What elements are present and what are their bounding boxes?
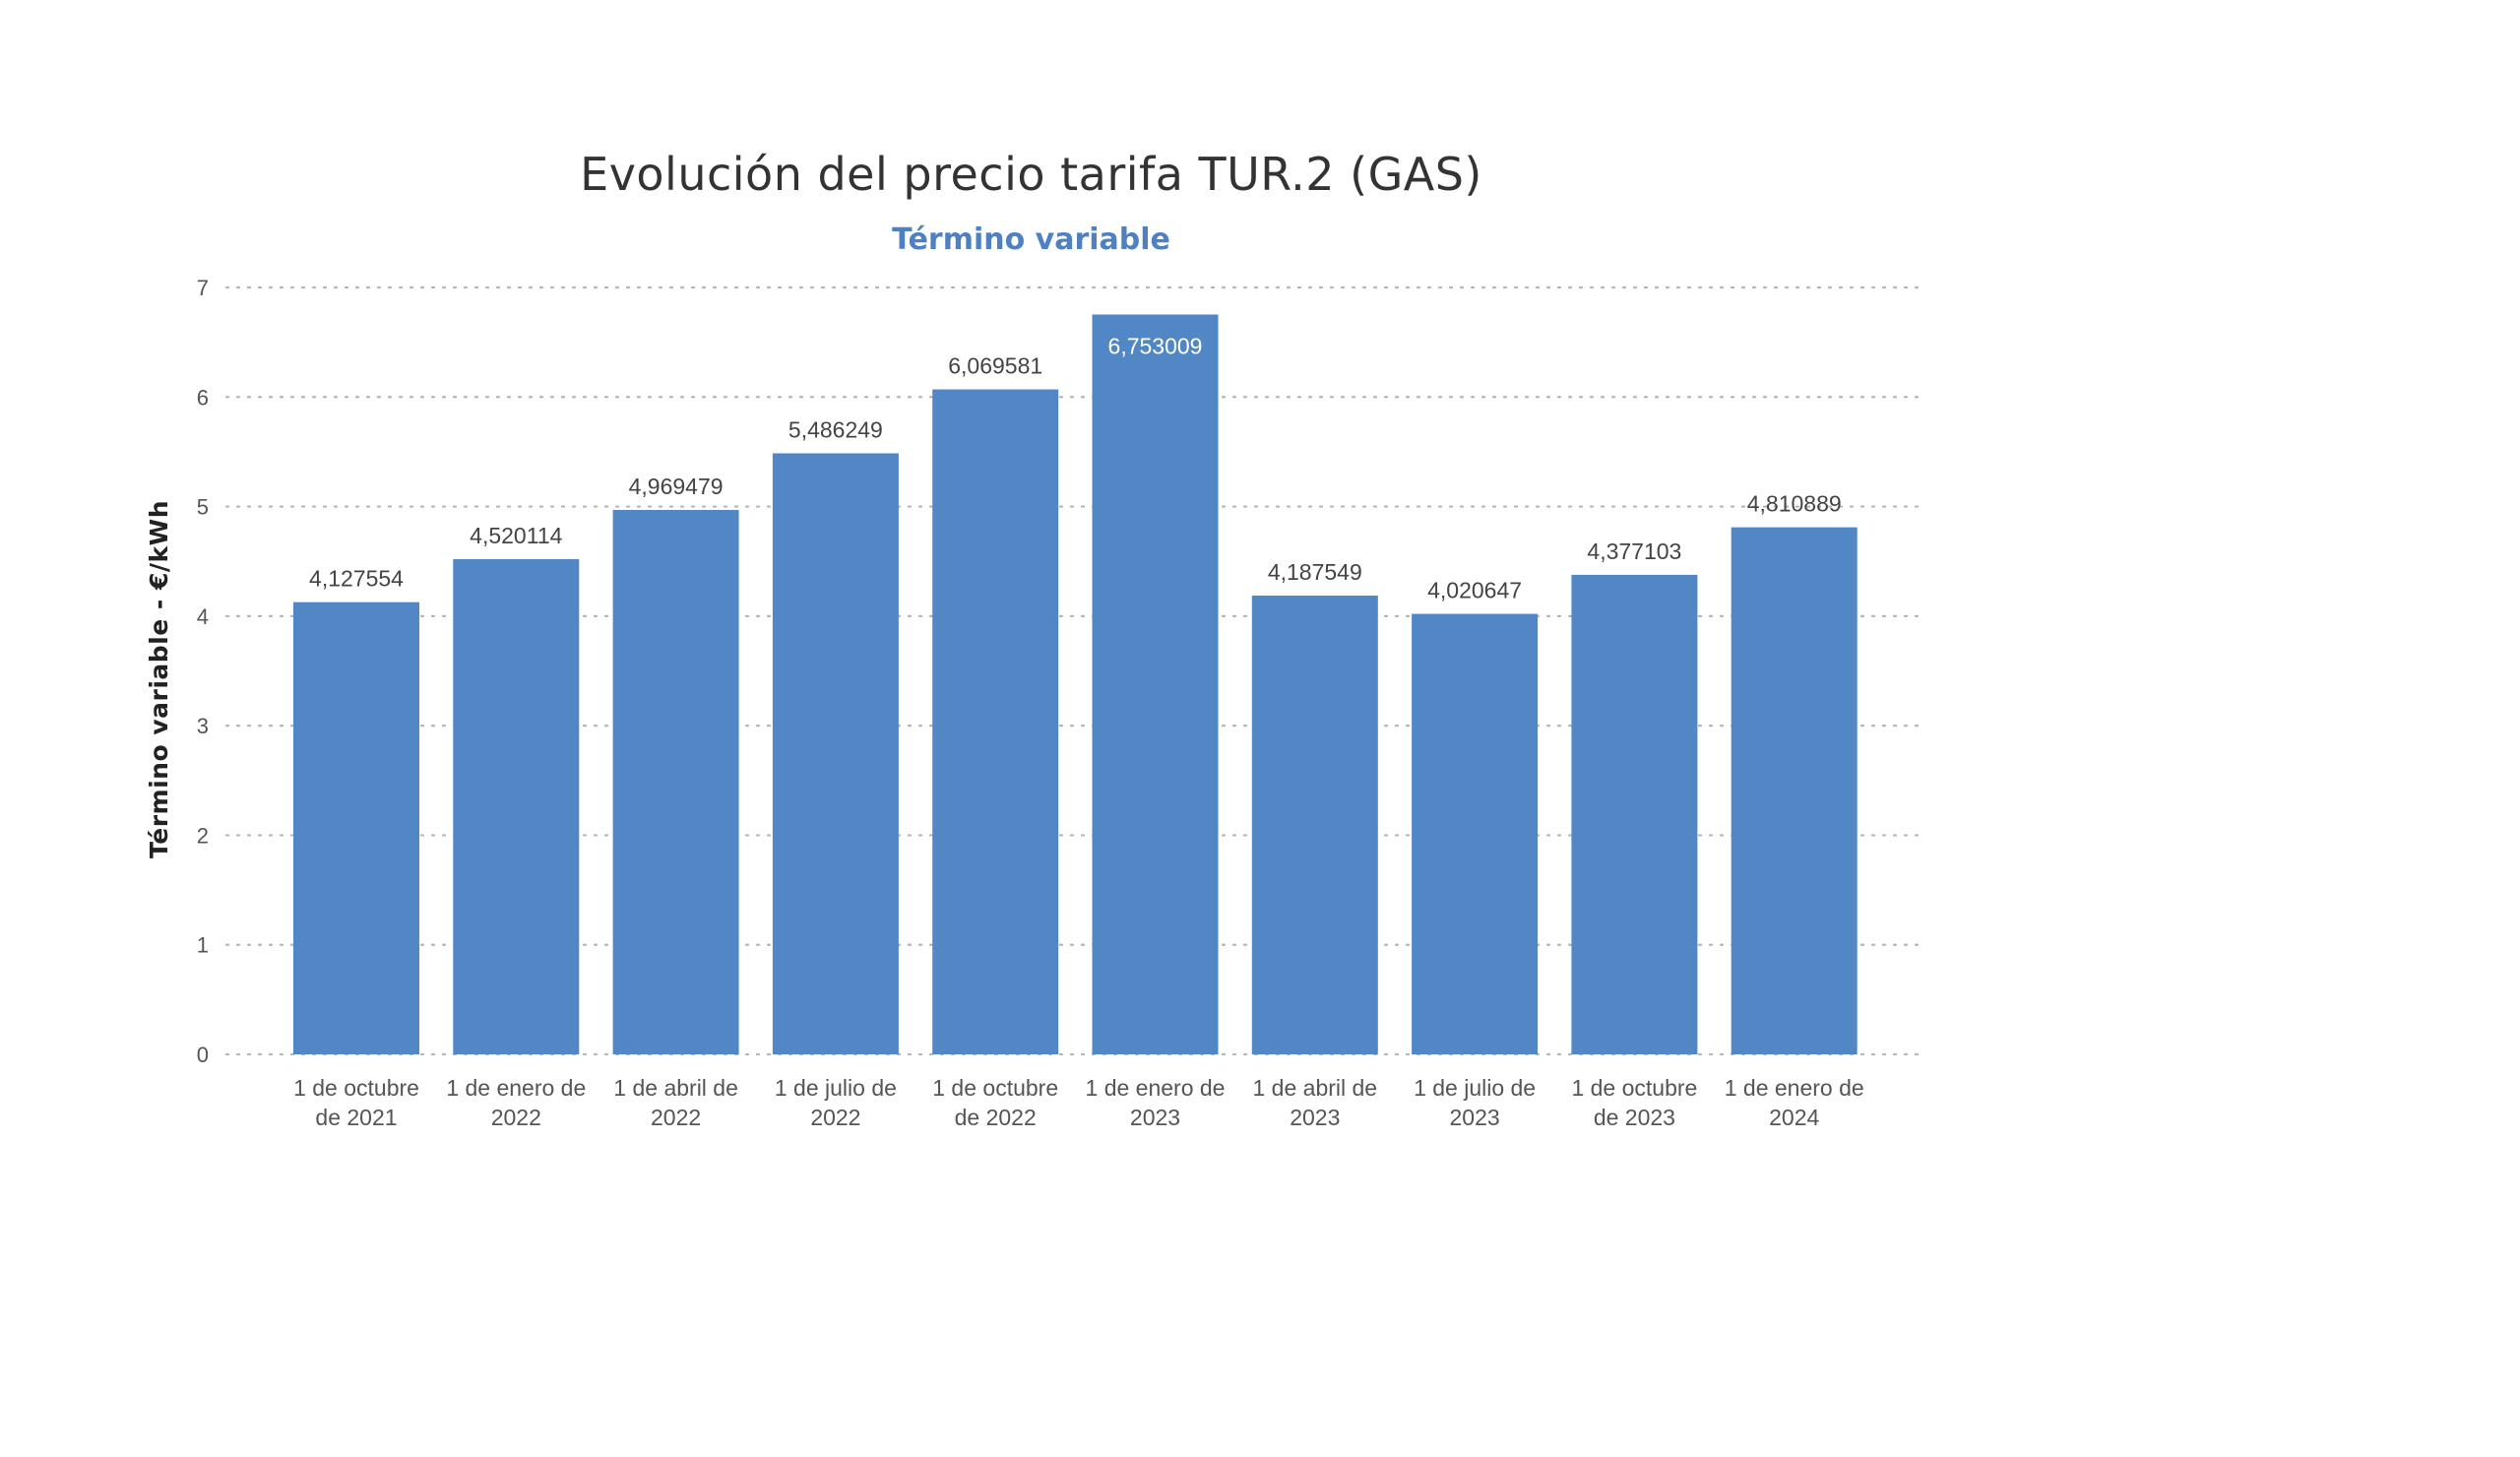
bar bbox=[1092, 314, 1219, 1054]
y-tick-label: 5 bbox=[197, 495, 209, 520]
data-label: 4,187549 bbox=[1268, 559, 1362, 585]
data-label: 6,069581 bbox=[948, 353, 1042, 379]
data-label: 4,520114 bbox=[470, 523, 562, 548]
y-tick-label: 2 bbox=[197, 823, 209, 848]
bar bbox=[612, 509, 739, 1054]
y-tick-label: 1 bbox=[197, 933, 209, 958]
x-tick-label: 1 de abril de 2022 bbox=[613, 1075, 738, 1130]
data-label: 4,969479 bbox=[629, 474, 724, 499]
y-tick-label: 4 bbox=[197, 604, 209, 629]
bar bbox=[1571, 574, 1698, 1054]
bar bbox=[1412, 613, 1539, 1054]
data-label: 5,486249 bbox=[788, 416, 883, 442]
data-label: 4,810889 bbox=[1747, 491, 1842, 517]
data-label: 4,377103 bbox=[1587, 538, 1681, 564]
bar bbox=[772, 453, 899, 1054]
chart-title: Evolución del precio tarifa TUR.2 (GAS) bbox=[580, 148, 1482, 201]
bars bbox=[293, 314, 1858, 1054]
bar bbox=[1731, 527, 1858, 1054]
x-tick-label: 1 de enero de 2023 bbox=[1086, 1075, 1226, 1130]
bar bbox=[1251, 595, 1378, 1054]
x-tick-label: 1 de julio de 2022 bbox=[775, 1075, 897, 1130]
x-axis-ticks: 1 de octubre de 2021 1 de enero de 2022 1 de… bbox=[293, 1075, 1864, 1130]
bar bbox=[293, 602, 419, 1054]
bar bbox=[932, 389, 1059, 1054]
data-label: 4,020647 bbox=[1427, 578, 1522, 603]
x-tick-label: 1 de enero de 2022 bbox=[446, 1075, 586, 1130]
y-tick-label: 6 bbox=[197, 385, 209, 410]
x-tick-label: 1 de octubre de 2022 bbox=[932, 1075, 1058, 1130]
y-tick-label: 7 bbox=[197, 276, 209, 300]
data-labels: 4,127554 4,520114 4,969479 5,486249 6,069581… bbox=[309, 333, 1842, 602]
y-axis-ticks: 0 1 2 3 4 5 6 7 bbox=[197, 276, 209, 1067]
x-tick-label: 1 de octubre de 2023 bbox=[1571, 1075, 1697, 1130]
y-axis-title: Término variable - €/kWh bbox=[145, 500, 173, 858]
data-label: 6,753009 bbox=[1108, 333, 1203, 358]
y-tick-label: 0 bbox=[197, 1043, 209, 1067]
x-tick-label: 1 de octubre de 2021 bbox=[293, 1075, 419, 1130]
chart-subtitle: Término variable bbox=[892, 222, 1170, 257]
y-tick-label: 3 bbox=[197, 714, 209, 738]
x-tick-label: 1 de enero de 2024 bbox=[1725, 1075, 1864, 1130]
bar bbox=[453, 558, 580, 1054]
data-label: 4,127554 bbox=[309, 566, 404, 592]
x-tick-label: 1 de abril de 2023 bbox=[1253, 1075, 1378, 1130]
x-tick-label: 1 de julio de 2023 bbox=[1414, 1075, 1536, 1130]
